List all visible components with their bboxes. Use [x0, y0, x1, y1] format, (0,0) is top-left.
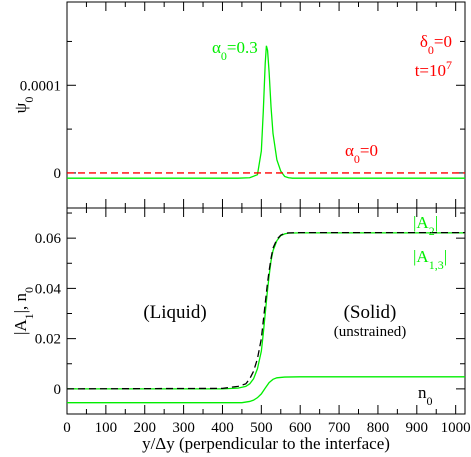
- solid-label: (Solid): [344, 302, 397, 323]
- y-tick-label: 0.02: [35, 332, 61, 348]
- alpha-0-annotation: α0=0: [345, 141, 378, 166]
- bottom-y-axis-title: |A1|, n0: [11, 287, 36, 335]
- unstrained-label: (unstrained): [334, 324, 406, 340]
- x-tick-label: 900: [406, 420, 429, 436]
- x-axis-title: y/Δy (perpendicular to the interface): [142, 434, 390, 453]
- x-tick-label: 700: [328, 420, 351, 436]
- x-tick-label: 400: [211, 420, 234, 436]
- series-line-A13: [67, 232, 465, 390]
- top-ticks: 0 0.0001: [20, 2, 465, 208]
- legend-time-label: t=107: [415, 58, 452, 80]
- y-tick-label: 0: [54, 382, 62, 398]
- x-tick-label: 1000: [441, 420, 471, 436]
- alpha-03-annotation: α0=0.3: [212, 38, 258, 63]
- liquid-label: (Liquid): [143, 302, 206, 323]
- legend-delta-label: δ0=0: [420, 32, 452, 57]
- n0-annotation: n0: [418, 383, 433, 408]
- y-tick-label: 0.04: [35, 281, 62, 297]
- a13-annotation: |A1,3|: [413, 247, 447, 272]
- x-tick-label: 800: [367, 420, 390, 436]
- bottom-panel-frame: [66, 207, 466, 415]
- y-tick-label: 0: [54, 166, 62, 182]
- x-tick-label: 200: [133, 420, 156, 436]
- series-line-alpha_0.3: [67, 45, 465, 179]
- series-line-A2: [66, 231, 465, 390]
- series-line-n0: [67, 376, 465, 404]
- a2-annotation: |A2|: [413, 213, 438, 238]
- x-tick-label: 500: [250, 420, 273, 436]
- x-tick-label: 100: [95, 420, 118, 436]
- bottom-series: [66, 231, 465, 404]
- top-series: [67, 45, 465, 179]
- x-tick-label: 0: [63, 420, 71, 436]
- bottom-ticks: 0 100 200 300 400 500 600 700 800 900 1000 0 0.02 0.0…: [35, 208, 471, 436]
- y-tick-label: 0.06: [35, 231, 62, 247]
- top-panel: 0 0.0001 ψ0 δ0=0 t=107 α0=0.3 α0=0: [11, 1, 466, 209]
- top-panel-frame: [66, 1, 466, 209]
- x-tick-label: 600: [289, 420, 312, 436]
- y-tick-label: 0.0001: [20, 78, 61, 94]
- bottom-panel: 0 100 200 300 400 500 600 700 800 900 1000 0 0.02 0.0…: [11, 207, 471, 453]
- x-tick-label: 300: [172, 420, 195, 436]
- top-y-axis-title: ψ0: [11, 97, 36, 114]
